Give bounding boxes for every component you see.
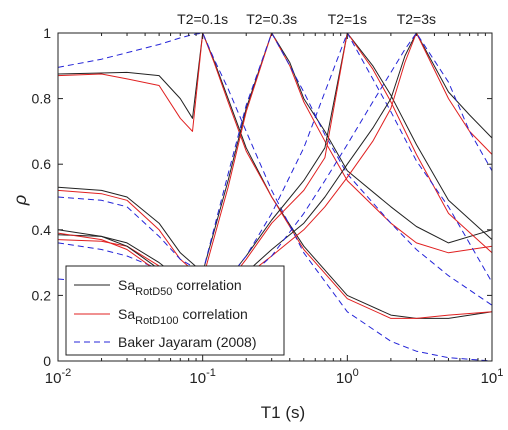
top-label: T2=0.3s [246, 11, 297, 27]
axis-layer: 0 0.2 0.4 0.6 0.8 1 10-2 10-1 100 101 T2=0.1s T2=0.… [32, 11, 504, 387]
series-line-rotd50-t2-0_1 [57, 32, 493, 319]
x-tick-label: 10-1 [189, 367, 215, 387]
series-line-rotd50-t2-1 [57, 32, 493, 296]
top-label: T2=0.1s [177, 11, 228, 27]
x-tick-label: 10-2 [45, 367, 71, 387]
legend-label: Baker Jayaram (2008) [118, 334, 257, 350]
series-line-rotd100-t2-0_1 [57, 32, 493, 319]
x-axis-label: T1 (s) [261, 403, 305, 422]
series-line-baker-t2-0_1 [57, 32, 493, 362]
series-line-rotd100-t2-1 [57, 32, 493, 300]
y-axis-label: ρ [10, 195, 30, 206]
top-label: T2=1s [328, 11, 367, 27]
axes-box [57, 32, 493, 362]
legend-label: SaRotD50 correlation [118, 277, 242, 298]
y-tick-label: 0.6 [32, 156, 52, 172]
top-label: T2=3s [397, 11, 436, 27]
legend-box [65, 265, 285, 356]
y-tick-label: 1 [43, 25, 51, 41]
legend-label: SaRotD100 correlation [118, 306, 248, 327]
y-tick-label: 0.2 [32, 287, 52, 303]
y-tick-label: 0 [43, 353, 51, 369]
x-tick-label: 100 [336, 367, 359, 387]
y-tick-label: 0.8 [32, 91, 52, 107]
y-tick-label: 0.4 [32, 222, 52, 238]
legend: SaRotD50 correlation SaRotD100 correlatio… [65, 265, 285, 356]
x-tick-label: 101 [481, 367, 504, 387]
